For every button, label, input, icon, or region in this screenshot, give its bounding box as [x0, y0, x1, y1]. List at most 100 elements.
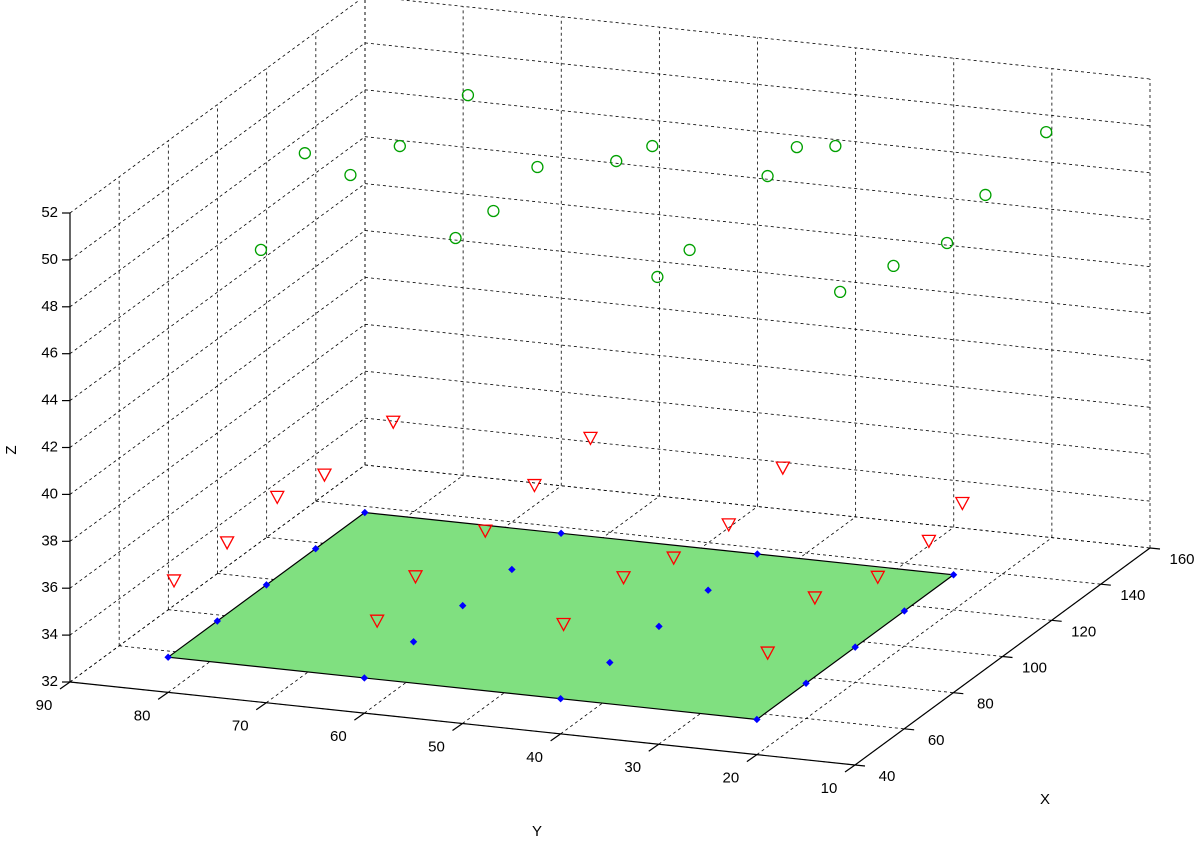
point: [807, 591, 823, 606]
point: [721, 518, 737, 533]
point: [298, 147, 312, 160]
y-tick-label: 10: [821, 780, 838, 797]
point: [213, 617, 221, 625]
y-tick: [452, 723, 463, 731]
point: [775, 461, 791, 476]
grid-line: [364, 417, 1151, 502]
z-tick-label: 52: [41, 204, 58, 221]
y-tick-label: 50: [428, 738, 445, 755]
point: [360, 674, 369, 682]
point: [409, 638, 418, 646]
point: [269, 490, 285, 505]
grid-line: [69, 464, 366, 683]
point: [790, 140, 803, 154]
point: [979, 188, 992, 202]
point: [834, 285, 847, 299]
x-tick-label: 40: [879, 768, 896, 785]
z-axis-label: Z: [3, 445, 20, 454]
point: [921, 534, 937, 549]
point: [531, 160, 544, 174]
y-tick-label: 80: [134, 707, 151, 724]
point: [459, 601, 467, 610]
point: [704, 586, 712, 594]
z-tick-label: 46: [41, 345, 58, 362]
y-tick: [157, 691, 169, 700]
point: [940, 236, 954, 250]
point: [887, 259, 900, 273]
z-tick-label: 36: [41, 579, 58, 596]
point: [949, 571, 958, 579]
point: [829, 139, 842, 153]
y-tick: [59, 681, 71, 690]
point: [369, 614, 385, 629]
point: [1040, 125, 1053, 139]
point: [851, 643, 859, 651]
y-tick: [648, 743, 660, 752]
y-tick-label: 90: [36, 697, 53, 714]
point: [508, 565, 516, 574]
point: [753, 715, 761, 724]
y-tick: [354, 712, 365, 721]
point: [606, 658, 614, 667]
point: [615, 571, 632, 586]
grid-line: [364, 136, 1151, 221]
grid-line: [69, 183, 366, 401]
point: [393, 139, 406, 153]
z-tick-label: 34: [41, 626, 58, 643]
point: [361, 508, 369, 517]
x-tick: [1149, 547, 1161, 550]
grid-line: [69, 417, 366, 636]
point: [316, 468, 333, 483]
z-tick-label: 42: [41, 438, 58, 455]
y-axis-label: Y: [532, 823, 542, 840]
y-tick: [255, 702, 267, 711]
point: [666, 551, 682, 566]
point: [385, 415, 401, 430]
x-axis-label: X: [1040, 791, 1050, 808]
point: [655, 622, 663, 631]
point: [164, 653, 172, 661]
x-tick-label: 160: [1169, 551, 1194, 568]
point: [760, 646, 776, 661]
point: [761, 169, 774, 183]
z-tick-label: 44: [41, 392, 58, 409]
grid-line: [69, 370, 366, 589]
y-tick-label: 20: [723, 770, 740, 787]
point: [166, 574, 182, 589]
x-tick: [854, 764, 866, 767]
x-tick-label: 60: [928, 732, 945, 749]
point: [683, 243, 696, 257]
y-tick-label: 30: [624, 759, 641, 776]
point: [557, 529, 565, 537]
y-tick: [746, 754, 758, 763]
point: [556, 694, 565, 703]
z-tick-label: 32: [41, 673, 58, 690]
point: [802, 679, 810, 687]
y-tick-label: 70: [232, 718, 249, 735]
point: [610, 154, 623, 168]
point: [254, 243, 268, 257]
z-tick-label: 50: [41, 251, 58, 268]
grid-line: [756, 537, 1053, 755]
point: [344, 168, 357, 182]
x-tick: [953, 692, 964, 695]
point: [870, 570, 886, 585]
point: [449, 231, 462, 245]
point: [219, 536, 235, 551]
y-tick-label: 60: [330, 728, 347, 745]
x-tick-label: 100: [1022, 659, 1047, 676]
x-tick: [904, 728, 915, 731]
x-tick-label: 120: [1071, 623, 1096, 640]
point: [651, 270, 664, 284]
point: [954, 496, 970, 511]
x-tick: [1002, 655, 1013, 659]
y-tick-label: 40: [526, 749, 543, 766]
point: [311, 544, 320, 553]
z-tick-label: 40: [41, 485, 58, 502]
x-tick: [1100, 583, 1111, 586]
y-tick: [550, 733, 561, 742]
point: [526, 478, 543, 493]
point: [646, 139, 659, 153]
point: [477, 524, 493, 539]
